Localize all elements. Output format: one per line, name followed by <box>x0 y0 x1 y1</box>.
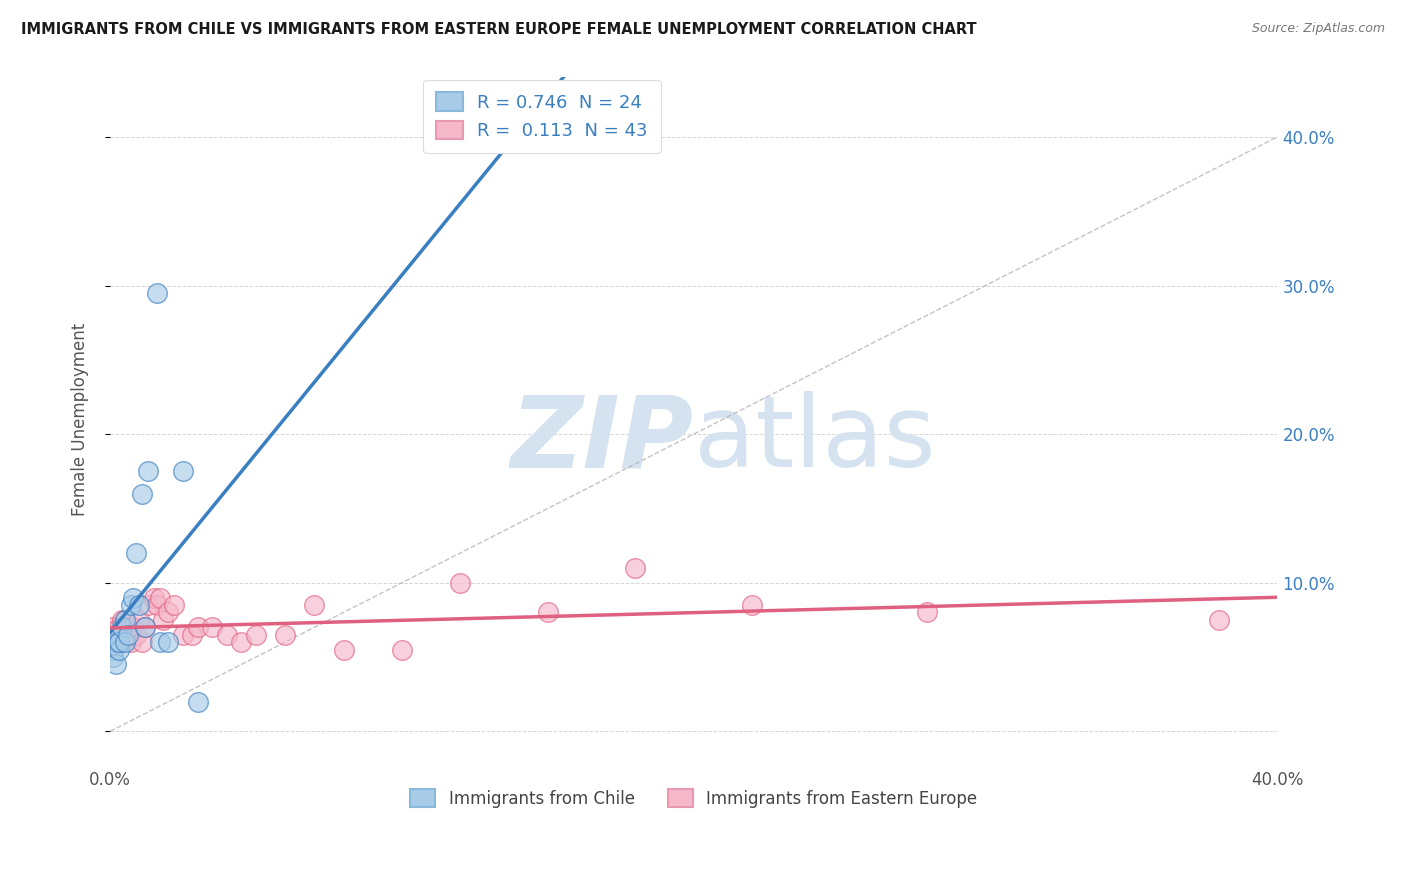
Point <box>332 642 354 657</box>
Point <box>128 613 150 627</box>
Point <box>215 628 238 642</box>
Point <box>108 642 131 657</box>
Point <box>157 635 180 649</box>
Point <box>131 635 153 649</box>
Point <box>391 642 413 657</box>
Point <box>114 635 136 649</box>
Point <box>134 620 156 634</box>
Point <box>180 628 202 642</box>
Point <box>142 591 165 605</box>
Y-axis label: Female Unemployment: Female Unemployment <box>72 323 89 516</box>
Point <box>117 628 139 642</box>
Point <box>157 606 180 620</box>
Point <box>449 575 471 590</box>
Point <box>122 620 145 634</box>
Point <box>120 620 142 634</box>
Point <box>108 635 131 649</box>
Text: atlas: atlas <box>693 392 935 488</box>
Point <box>274 628 297 642</box>
Point <box>122 591 145 605</box>
Point <box>136 464 159 478</box>
Point <box>201 620 224 634</box>
Point <box>152 613 174 627</box>
Text: Source: ZipAtlas.com: Source: ZipAtlas.com <box>1251 22 1385 36</box>
Point <box>108 620 131 634</box>
Point <box>131 486 153 500</box>
Point <box>187 695 209 709</box>
Point <box>136 598 159 612</box>
Point <box>101 628 124 642</box>
Point <box>187 620 209 634</box>
Point <box>149 591 172 605</box>
Point <box>134 620 156 634</box>
Point <box>172 628 194 642</box>
Point <box>104 635 127 649</box>
Point <box>304 598 326 612</box>
Point <box>104 628 127 642</box>
Point <box>114 613 136 627</box>
Point <box>1208 613 1230 627</box>
Legend: Immigrants from Chile, Immigrants from Eastern Europe: Immigrants from Chile, Immigrants from E… <box>404 783 984 814</box>
Point <box>101 635 124 649</box>
Point <box>125 546 148 560</box>
Point <box>120 635 142 649</box>
Point <box>117 628 139 642</box>
Text: IMMIGRANTS FROM CHILE VS IMMIGRANTS FROM EASTERN EUROPE FEMALE UNEMPLOYMENT CORR: IMMIGRANTS FROM CHILE VS IMMIGRANTS FROM… <box>21 22 977 37</box>
Point <box>145 598 167 612</box>
Point <box>245 628 267 642</box>
Point <box>111 613 134 627</box>
Text: ZIP: ZIP <box>510 392 693 488</box>
Point <box>624 561 647 575</box>
Point <box>111 635 134 649</box>
Point <box>104 635 127 649</box>
Point <box>108 635 131 649</box>
Point <box>101 650 124 665</box>
Point <box>114 613 136 627</box>
Point <box>149 635 172 649</box>
Point <box>125 628 148 642</box>
Point <box>120 598 142 612</box>
Point <box>104 628 127 642</box>
Point <box>915 606 938 620</box>
Point <box>104 657 127 672</box>
Point <box>741 598 763 612</box>
Point <box>101 642 124 657</box>
Point <box>128 598 150 612</box>
Point <box>163 598 186 612</box>
Point <box>537 606 560 620</box>
Point <box>114 628 136 642</box>
Point <box>111 620 134 634</box>
Point <box>108 635 131 649</box>
Point <box>231 635 253 649</box>
Point <box>101 620 124 634</box>
Point <box>145 285 167 300</box>
Point <box>172 464 194 478</box>
